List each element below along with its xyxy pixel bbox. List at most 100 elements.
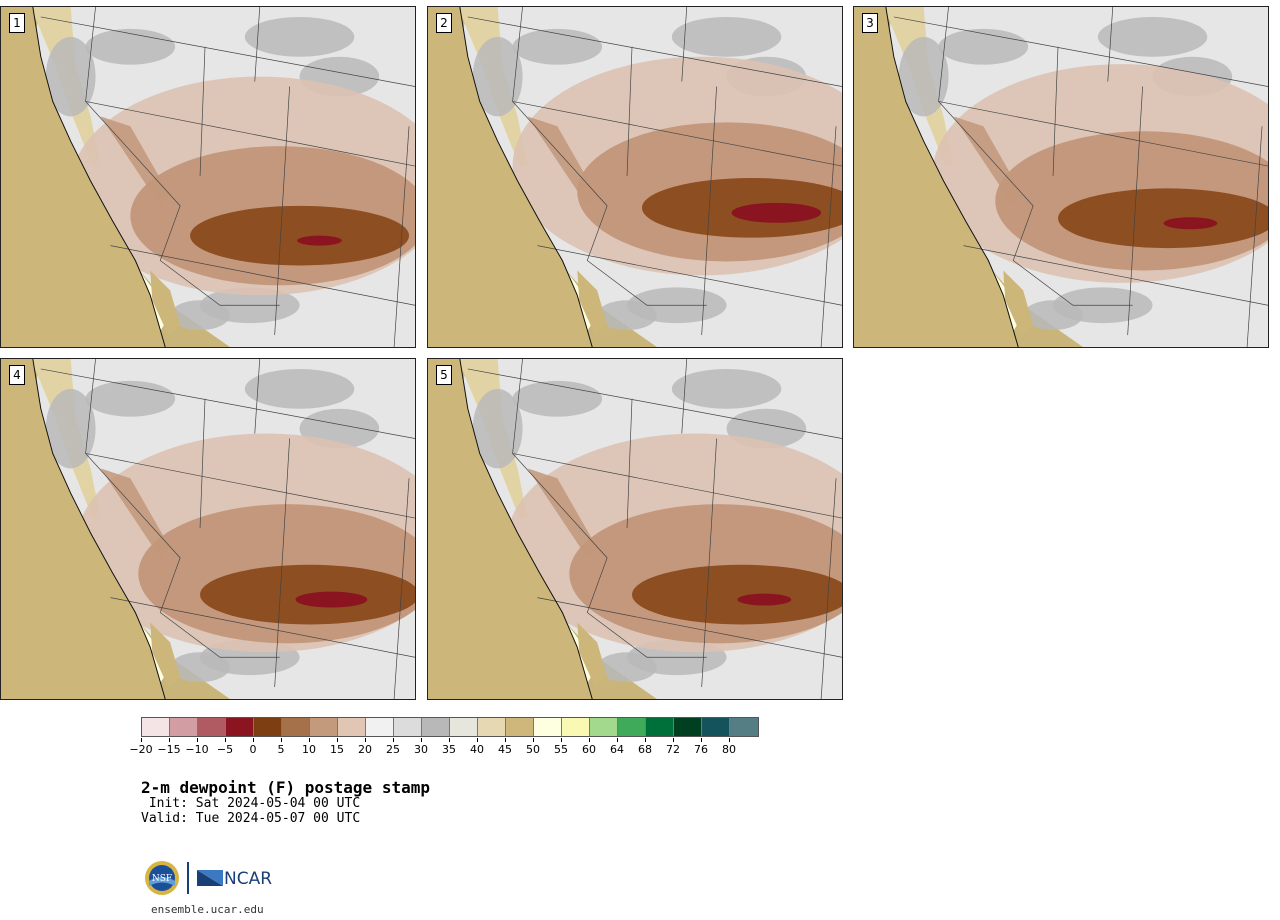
dry-region-dark	[190, 205, 410, 266]
colorbar-tick	[281, 738, 282, 742]
colorbar-swatch	[702, 718, 730, 736]
colorbar-tick-label: 80	[722, 743, 736, 756]
chart-title: 2-m dewpoint (F) postage stamp	[141, 778, 430, 797]
gray-patch	[170, 652, 230, 683]
colorbar-tick-labels: −20 −15 −10 −5 0 5 10 15 20 25 30 35 40 45 50 55 60 64 68 7…	[129, 738, 757, 758]
state-boundary	[820, 126, 837, 347]
colorbar-tick	[337, 738, 338, 742]
gray-patch	[45, 36, 96, 117]
colorbar-tick-label: 10	[302, 743, 316, 756]
state-boundary	[1246, 126, 1263, 347]
gulf-of-california	[150, 622, 181, 688]
colorbar-swatch	[730, 718, 758, 736]
colorbar-swatch	[422, 718, 450, 736]
panel-number-label: 4	[9, 365, 25, 385]
pacific-ocean	[1, 359, 166, 699]
state-boundary	[537, 597, 842, 658]
state-boundary	[938, 7, 1034, 261]
dry-core	[295, 591, 368, 608]
colorbar-swatch	[338, 718, 366, 736]
panel-number-label: 5	[436, 365, 452, 385]
colorbar-swatch	[142, 718, 170, 736]
state-boundary	[199, 46, 206, 177]
gray-patch	[938, 28, 1029, 65]
panel-number-label: 2	[436, 13, 452, 33]
state-boundary	[1013, 260, 1133, 306]
gray-patch	[244, 368, 355, 409]
gray-patch	[244, 16, 355, 57]
state-boundary	[274, 86, 290, 336]
gray-patch	[472, 388, 523, 469]
state-boundary	[626, 46, 633, 177]
basin-streak	[527, 468, 598, 558]
pacific-ocean	[1, 7, 166, 347]
state-boundary	[701, 438, 717, 688]
gray-patch	[597, 652, 657, 683]
gray-patch	[671, 16, 782, 57]
state-boundary	[467, 368, 842, 439]
gray-patch	[85, 380, 176, 417]
pacific-ocean	[854, 7, 1019, 347]
colorbar-tick-label: −10	[185, 743, 209, 756]
pacific-ocean	[428, 7, 593, 347]
colorbar-swatch	[226, 718, 254, 736]
colorbar-tick	[701, 738, 702, 742]
state-boundary	[40, 16, 415, 87]
dry-core	[737, 593, 792, 606]
basin-streak	[527, 116, 598, 206]
colorbar-swatch	[478, 718, 506, 736]
colorbar-tick-label: −5	[216, 743, 234, 756]
state-boundary	[274, 438, 290, 688]
colorbar-tick-label: 0	[249, 743, 257, 756]
state-boundary	[512, 359, 608, 613]
colorbar-tick-label: 72	[666, 743, 680, 756]
basin-streak	[100, 468, 171, 558]
state-boundary	[537, 245, 842, 306]
svg-text:NSF: NSF	[152, 874, 172, 884]
state-boundary	[85, 359, 181, 613]
dry-core	[1163, 217, 1218, 230]
sponsor-logos: NSF NCAR	[144, 860, 284, 900]
colorbar-tick	[533, 738, 534, 742]
state-boundary	[963, 245, 1268, 306]
gray-patch	[45, 388, 96, 469]
coastline	[32, 359, 166, 699]
colorbar-tick	[309, 738, 310, 742]
colorbar-tick-label: 40	[470, 743, 484, 756]
colorbar-swatch	[282, 718, 310, 736]
dewpoint-map-2	[428, 7, 842, 347]
state-boundary	[40, 368, 415, 439]
gray-patch	[597, 300, 657, 331]
state-boundary	[393, 126, 410, 347]
colorbar-swatch	[254, 718, 282, 736]
dry-core	[731, 202, 822, 223]
dewpoint-map-4	[1, 359, 415, 699]
gray-patch	[170, 300, 230, 331]
state-boundary	[512, 453, 842, 519]
colorbar-swatch	[170, 718, 198, 736]
colorbar-swatch	[590, 718, 618, 736]
valid-time: Valid: Tue 2024-05-07 00 UTC	[141, 811, 361, 826]
state-boundary	[1052, 46, 1059, 177]
colorbar-tick-label: 35	[442, 743, 456, 756]
coastline	[885, 7, 1019, 347]
state-boundary	[681, 359, 688, 434]
colorbar-swatch	[310, 718, 338, 736]
state-boundary	[512, 101, 842, 167]
colorbar-tick-label: 15	[330, 743, 344, 756]
ensemble-member-panel-1: 1	[0, 6, 416, 348]
gray-patch	[472, 36, 523, 117]
state-boundary	[587, 260, 707, 306]
coastline	[459, 359, 593, 699]
colorbar-tick	[729, 738, 730, 742]
state-boundary	[254, 359, 261, 434]
colorbar-tick	[141, 738, 142, 742]
gray-patch	[1023, 300, 1083, 331]
colorbar-swatch	[366, 718, 394, 736]
state-boundary	[199, 398, 206, 529]
gray-patch	[85, 28, 176, 65]
state-boundary	[160, 260, 280, 306]
colorbar-tick	[645, 738, 646, 742]
colorbar-tick	[421, 738, 422, 742]
state-boundary	[820, 478, 837, 699]
